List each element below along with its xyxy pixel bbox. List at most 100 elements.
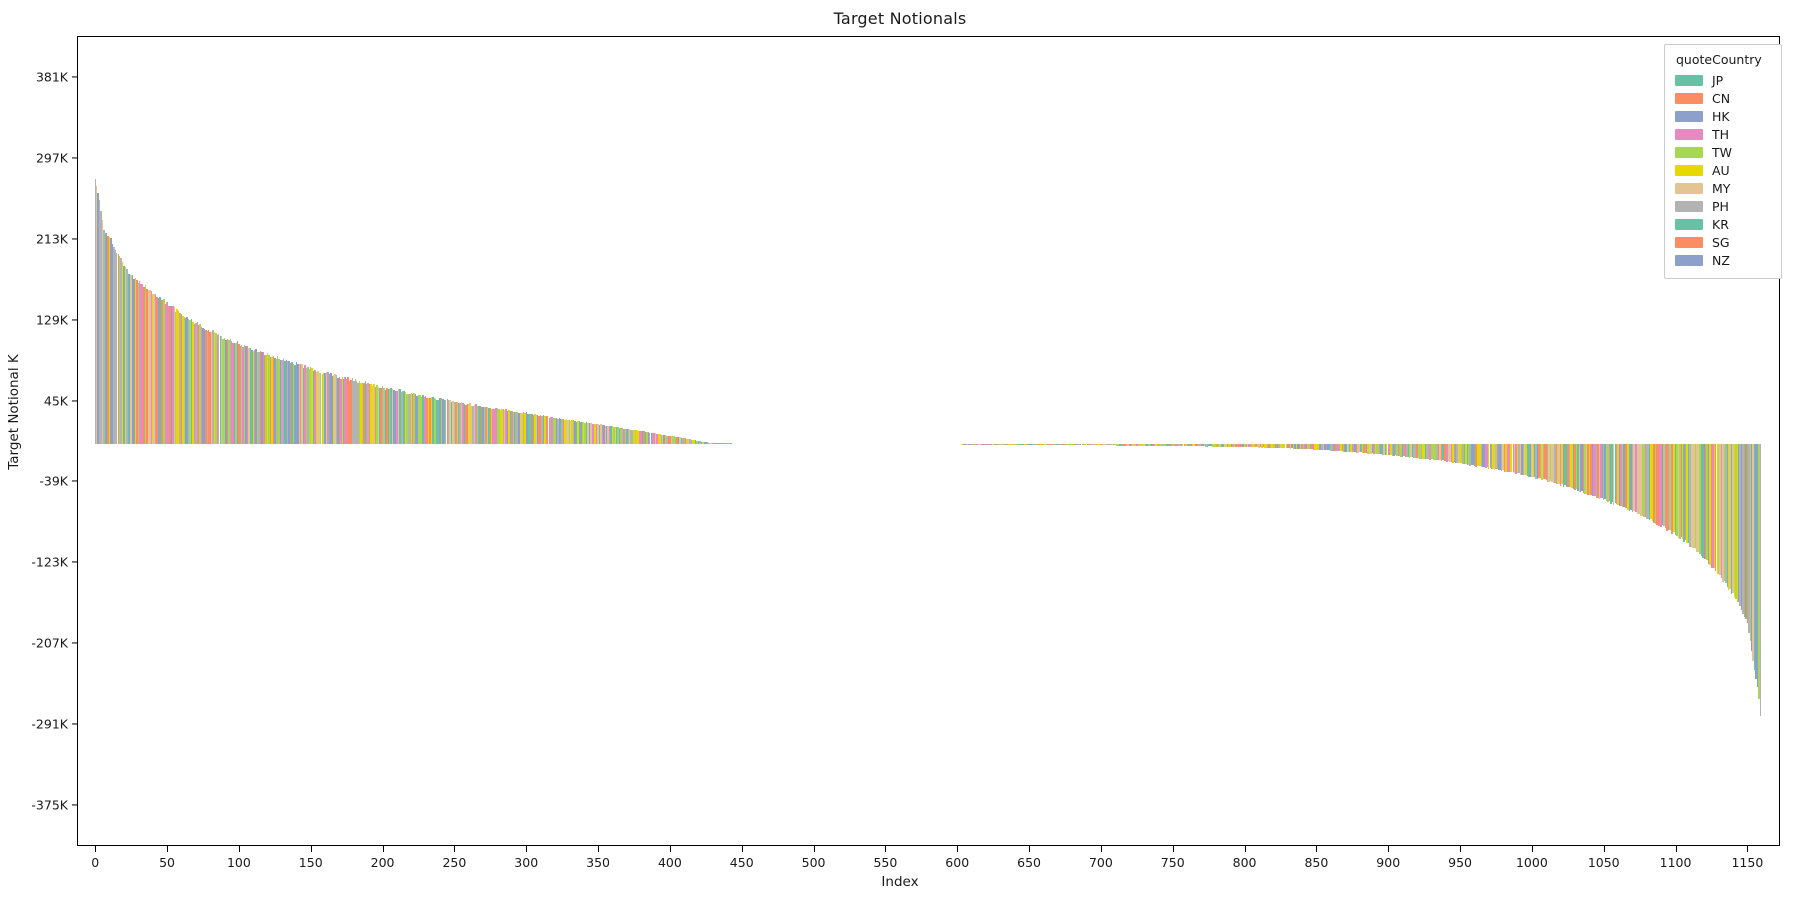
bar	[1492, 443, 1494, 469]
bar	[1551, 443, 1553, 482]
legend-swatch-icon	[1675, 75, 1703, 86]
bar	[1032, 443, 1035, 445]
bar	[1522, 443, 1524, 475]
bar	[1071, 443, 1073, 446]
legend-item-ph[interactable]: PH	[1675, 198, 1771, 215]
legend-item-au[interactable]: AU	[1675, 162, 1771, 179]
bar	[1223, 443, 1226, 447]
bar	[228, 339, 230, 444]
x-tick-mark	[1747, 846, 1749, 852]
bar	[595, 423, 598, 444]
bar	[1404, 443, 1407, 457]
bar	[730, 443, 733, 445]
bar	[986, 443, 989, 445]
bar	[1439, 443, 1441, 461]
bar	[1693, 443, 1695, 548]
bar	[111, 244, 114, 444]
legend-item-kr[interactable]: KR	[1675, 216, 1771, 233]
bar	[1684, 443, 1687, 541]
bar	[979, 443, 981, 445]
bar	[996, 443, 999, 445]
bar	[320, 372, 322, 444]
bar	[1538, 443, 1540, 479]
bar	[1717, 443, 1720, 574]
legend-item-tw[interactable]: TW	[1675, 144, 1771, 161]
bar	[1088, 443, 1091, 446]
y-tick-mark	[72, 157, 78, 159]
bar	[690, 439, 693, 444]
bar	[1228, 443, 1230, 447]
x-tick-mark	[1388, 846, 1390, 852]
bar	[1103, 443, 1105, 446]
legend-item-jp[interactable]: JP	[1675, 72, 1771, 89]
bar	[585, 422, 588, 444]
bar	[1676, 443, 1678, 537]
bar	[134, 278, 137, 444]
bar	[1197, 443, 1200, 447]
y-tick-label: -39K	[39, 473, 68, 489]
bar	[1470, 443, 1473, 466]
bar	[1144, 443, 1147, 446]
bar	[1133, 443, 1135, 446]
legend-label: JP	[1712, 73, 1724, 88]
bar	[1252, 443, 1254, 448]
bar	[1061, 443, 1063, 445]
bar	[674, 436, 677, 444]
bar	[416, 395, 418, 444]
bar	[1601, 443, 1603, 498]
bar	[1156, 443, 1158, 446]
legend-swatch-icon	[1675, 237, 1703, 248]
bar	[1200, 443, 1203, 447]
bar	[716, 442, 718, 444]
bar	[368, 384, 371, 444]
bar	[712, 442, 714, 444]
bar	[330, 372, 332, 444]
bar	[173, 306, 175, 444]
bar	[1167, 443, 1170, 447]
bar	[989, 443, 991, 445]
bar	[1225, 443, 1227, 447]
bar	[1127, 443, 1129, 446]
x-tick-mark	[1460, 846, 1462, 852]
bar	[614, 427, 616, 444]
legend-item-nz[interactable]: NZ	[1675, 252, 1771, 269]
legend-item-my[interactable]: MY	[1675, 180, 1771, 197]
bar	[253, 350, 256, 444]
bar	[338, 377, 341, 444]
legend-item-cn[interactable]: CN	[1675, 90, 1771, 107]
bar	[1085, 443, 1088, 446]
bar	[226, 338, 229, 444]
bar	[318, 372, 321, 444]
bar	[1304, 443, 1306, 450]
bar	[1172, 443, 1174, 447]
bar	[1518, 443, 1520, 474]
bar	[1666, 443, 1668, 531]
x-tick-label: 700	[1088, 855, 1113, 870]
bar	[548, 417, 550, 444]
legend-item-th[interactable]: TH	[1675, 126, 1771, 143]
bar	[626, 428, 628, 444]
bar	[1161, 443, 1164, 447]
legend-item-hk[interactable]: HK	[1675, 108, 1771, 125]
bar	[1194, 443, 1197, 447]
legend[interactable]: quoteCountry JP CN HK TH TW AU MY PH KR SG NZ	[1664, 44, 1782, 279]
bar	[1546, 443, 1549, 482]
bar	[225, 339, 227, 444]
bar	[506, 411, 509, 444]
bar	[243, 344, 246, 444]
bar	[1190, 443, 1193, 447]
bar	[1680, 443, 1682, 538]
bar	[1575, 443, 1578, 490]
bar	[465, 404, 467, 444]
bar	[552, 417, 555, 444]
bar	[1261, 443, 1263, 448]
bar	[1386, 443, 1388, 455]
bar	[1644, 443, 1647, 518]
bar	[531, 414, 533, 444]
bar	[1246, 443, 1249, 448]
legend-item-sg[interactable]: SG	[1675, 234, 1771, 251]
bar	[995, 443, 997, 445]
bar	[1117, 443, 1119, 446]
bar	[1212, 443, 1214, 447]
bar	[1038, 443, 1040, 445]
